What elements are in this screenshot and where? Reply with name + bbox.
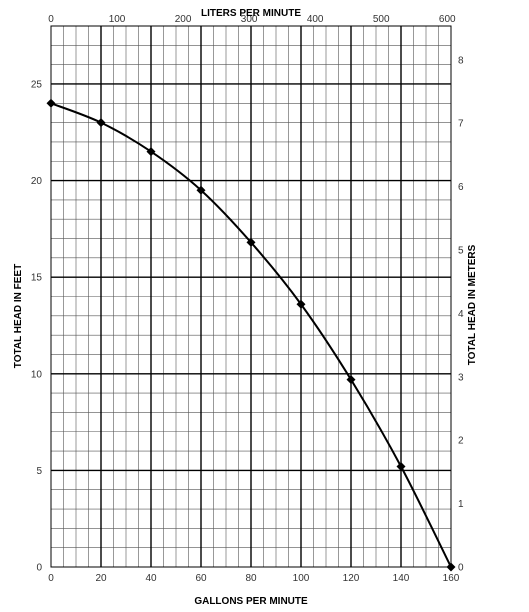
y-tick-label: 0 [36,563,42,574]
x2-tick-label: 500 [373,14,390,25]
x2-tick-label: 100 [109,14,126,25]
y2-tick-label: 1 [458,499,464,510]
data-point-marker [196,185,206,195]
x2-tick-label: 200 [175,14,192,25]
plot-border [50,25,452,568]
x-axis-ticks: 0 20 40 60 80 100 120 140 160 [48,573,460,584]
y2-tick-label: 2 [458,436,464,447]
data-point-marker [346,375,356,385]
y2-tick-label: 8 [458,55,464,66]
y-tick-label: 5 [36,466,42,477]
x2-axis-ticks: 0 100 200 300 400 500 600 [48,14,456,25]
y2-tick-label: 4 [458,309,464,320]
y-tick-label: 15 [31,273,43,284]
y-tick-label: 25 [31,79,43,90]
data-point-marker [46,98,56,108]
y-axis-ticks: 0 5 10 15 20 25 [31,79,43,573]
major-gridlines [51,26,451,567]
x-tick-label: 140 [393,573,410,584]
y2-tick-label: 6 [458,182,464,193]
y-tick-label: 10 [31,369,43,380]
data-point-marker [146,147,156,157]
x2-axis-title: LITERS PER MINUTE [201,8,301,19]
x2-tick-label: 0 [48,14,54,25]
data-point-marker [396,462,406,472]
y2-axis-title: TOTAL HEAD IN METERS [467,244,478,365]
x-tick-label: 20 [95,573,107,584]
data-point-marker [246,237,256,247]
x-axis-title: GALLONS PER MINUTE [194,596,308,607]
y2-axis-ticks: 0 1 2 3 4 5 6 7 8 [458,55,464,573]
data-point-marker [296,299,306,309]
y-axis-title: TOTAL HEAD IN FEET [13,264,24,368]
x-tick-label: 120 [343,573,360,584]
x-tick-label: 40 [145,573,157,584]
x-tick-label: 80 [245,573,257,584]
x-tick-label: 0 [48,573,54,584]
y2-tick-label: 0 [458,563,464,574]
series-layer [46,98,456,572]
x2-tick-label: 600 [439,14,456,25]
x2-tick-label: 300 [241,14,258,25]
y2-tick-label: 3 [458,372,464,383]
y-tick-label: 20 [31,176,43,187]
x-tick-label: 160 [443,573,460,584]
x2-tick-label: 400 [307,14,324,25]
data-point-marker [96,118,106,128]
series-line [50,102,452,568]
y2-tick-label: 5 [458,246,464,257]
y2-tick-label: 7 [458,119,464,130]
x-tick-label: 60 [195,573,207,584]
data-point-marker [446,562,456,572]
x-tick-label: 100 [293,573,310,584]
